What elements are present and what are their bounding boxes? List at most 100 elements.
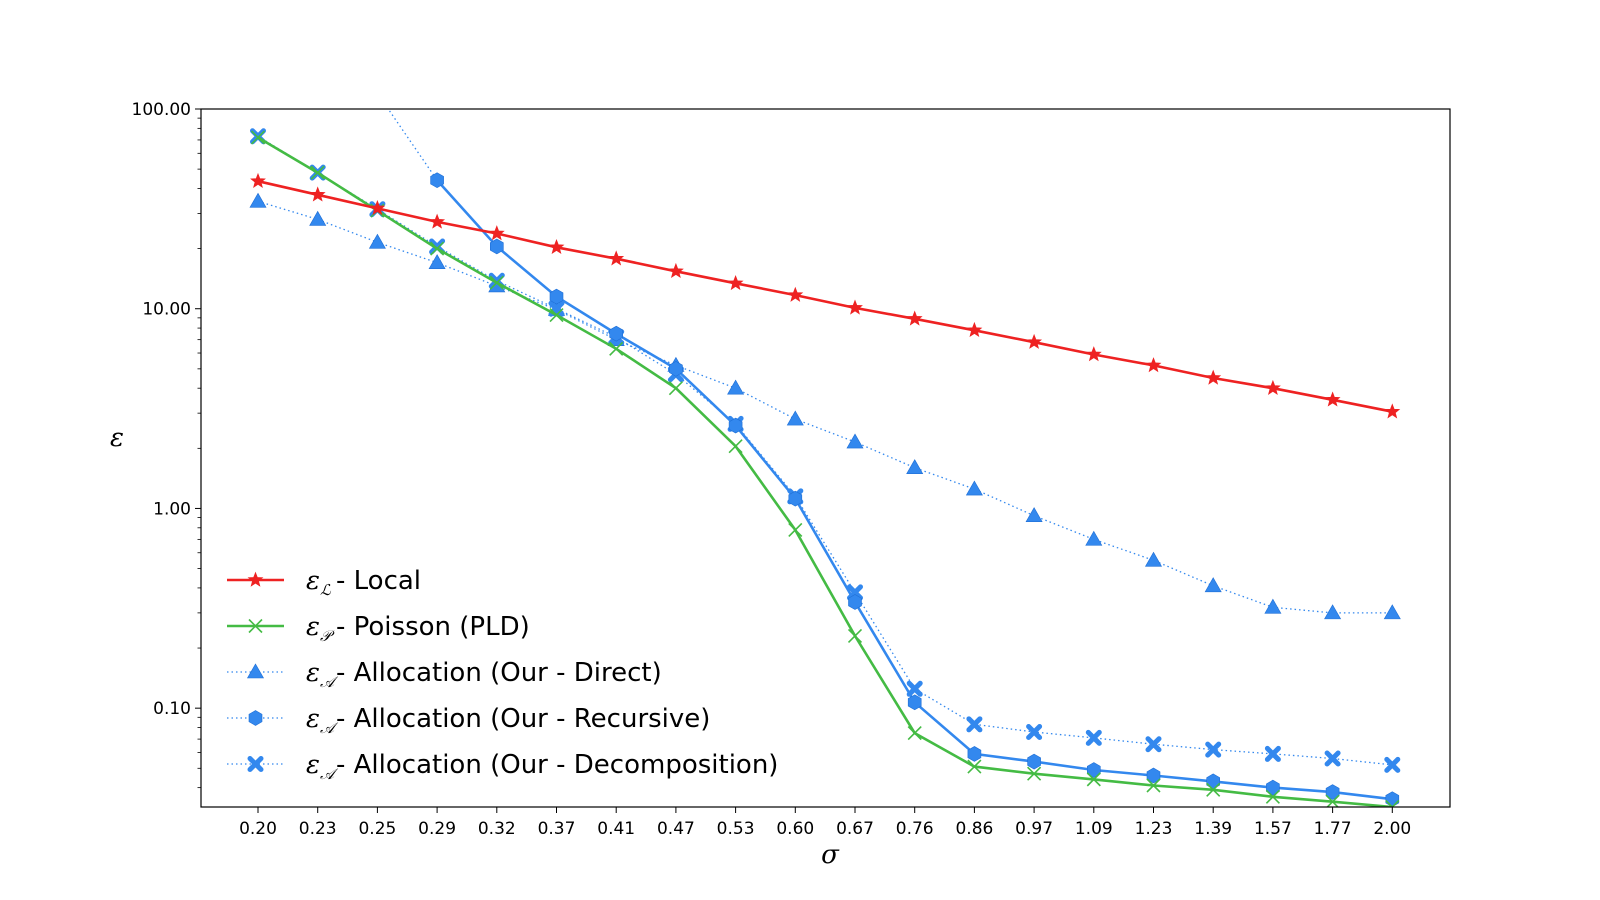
legend-marker [248,710,263,726]
x-tick-label: 0.32 [478,819,516,839]
marker-x-stroke [1391,799,1400,807]
marker-x-stroke [609,341,624,356]
data-point [1027,753,1041,770]
legend-epsilon: ε [306,750,320,780]
y-tick-label: 10.00 [142,300,191,320]
marker-x-stroke [1146,778,1161,793]
series-poisson-pld [250,130,1400,807]
data-point [965,480,983,496]
x-tick-label: 0.97 [1015,819,1053,839]
x-tick-label: 2.00 [1373,819,1411,839]
marker-x-stroke [1265,789,1280,804]
marker-x-stroke [488,272,505,289]
legend-label: - Local [336,566,421,596]
x-tick-label: 0.53 [717,819,755,839]
data-point [1384,756,1401,773]
data-point [1025,507,1043,522]
series-line [257,136,1393,807]
data-point [1324,391,1341,407]
legend-marker [247,756,264,772]
x-tick-label: 0.86 [955,819,993,839]
legend-subscript: ℒ [320,581,332,599]
marker-x-stroke [1085,729,1102,746]
data-point [309,186,326,202]
data-point [728,417,743,434]
data-point [848,594,862,610]
marker-x-stroke [728,439,743,454]
axes-layer: 0.20 0.23 0.25 0.29 0.32 0.37 0.41 0.47 0.53 0.60… [132,100,1451,839]
data-point [1324,604,1342,620]
x-tick-label: 0.41 [597,819,635,839]
series-line [257,179,1393,413]
x-tick-label: 1.57 [1254,819,1292,839]
marker-x-stroke [906,680,923,697]
data-point [1144,551,1163,567]
marker-x-stroke [966,716,983,733]
x-tick-label: 0.23 [299,819,337,839]
data-point [1026,723,1043,740]
data-point [786,410,804,426]
data-point [430,172,444,189]
data-point [609,325,623,342]
data-point [1385,799,1400,807]
data-point [1206,782,1221,797]
data-point [788,490,803,507]
data-point [429,213,446,229]
data-point [906,459,924,474]
data-point [967,759,982,774]
data-point [489,275,504,290]
x-tick-label: 0.60 [776,819,814,839]
y-tick-label: 0.10 [153,699,191,719]
marker-x-stroke [1206,782,1221,797]
marker-x-stroke [429,238,446,255]
data-point [966,321,983,338]
marker-x-stroke [967,759,982,774]
data-point [368,233,386,249]
data-point [907,694,922,711]
data-point [1146,778,1161,793]
legend-epsilon: ε [306,658,320,688]
data-point [488,225,505,241]
marker-x-stroke [1026,723,1043,740]
data-point [250,130,266,145]
marker-x-stroke [549,307,564,323]
legend-marker [248,618,263,634]
data-point [1086,772,1101,787]
marker-x-stroke [907,726,922,741]
data-point [1204,577,1222,593]
data-point [490,238,504,255]
data-point [728,439,743,454]
data-point [609,341,624,356]
x-tick-label: 1.09 [1075,819,1113,839]
series-clip-group [249,109,1401,807]
data-point [1026,333,1043,349]
x-tick-label: 0.67 [836,819,874,839]
x-tick-label: 0.29 [418,819,456,839]
data-point [1264,379,1281,395]
data-point [1087,762,1101,778]
data-point [1324,750,1341,767]
data-point [1264,598,1282,614]
marker-x-stroke [1324,750,1341,767]
x-axis-title: σ [821,840,840,870]
marker-x-stroke [1145,736,1162,753]
data-point [907,726,922,741]
marker-x-stroke [847,628,863,643]
series-line [257,135,1393,766]
y-axis-title: ε [110,423,124,453]
marker-x-stroke [430,241,445,256]
legend-epsilon: ε [306,566,320,596]
marker-x-stroke [1385,799,1394,807]
legend-label: - Allocation (Our - Direct) [336,658,662,688]
marker-x-stroke [247,756,264,772]
x-tick-label: 1.39 [1194,819,1232,839]
data-point [1085,729,1102,746]
legend-epsilon: ε [306,704,320,734]
plot-frame [200,108,1451,808]
data-point [966,716,983,733]
marker-x-stroke [1264,745,1281,762]
legend-label: - Allocation (Our - Decomposition) [336,750,778,780]
